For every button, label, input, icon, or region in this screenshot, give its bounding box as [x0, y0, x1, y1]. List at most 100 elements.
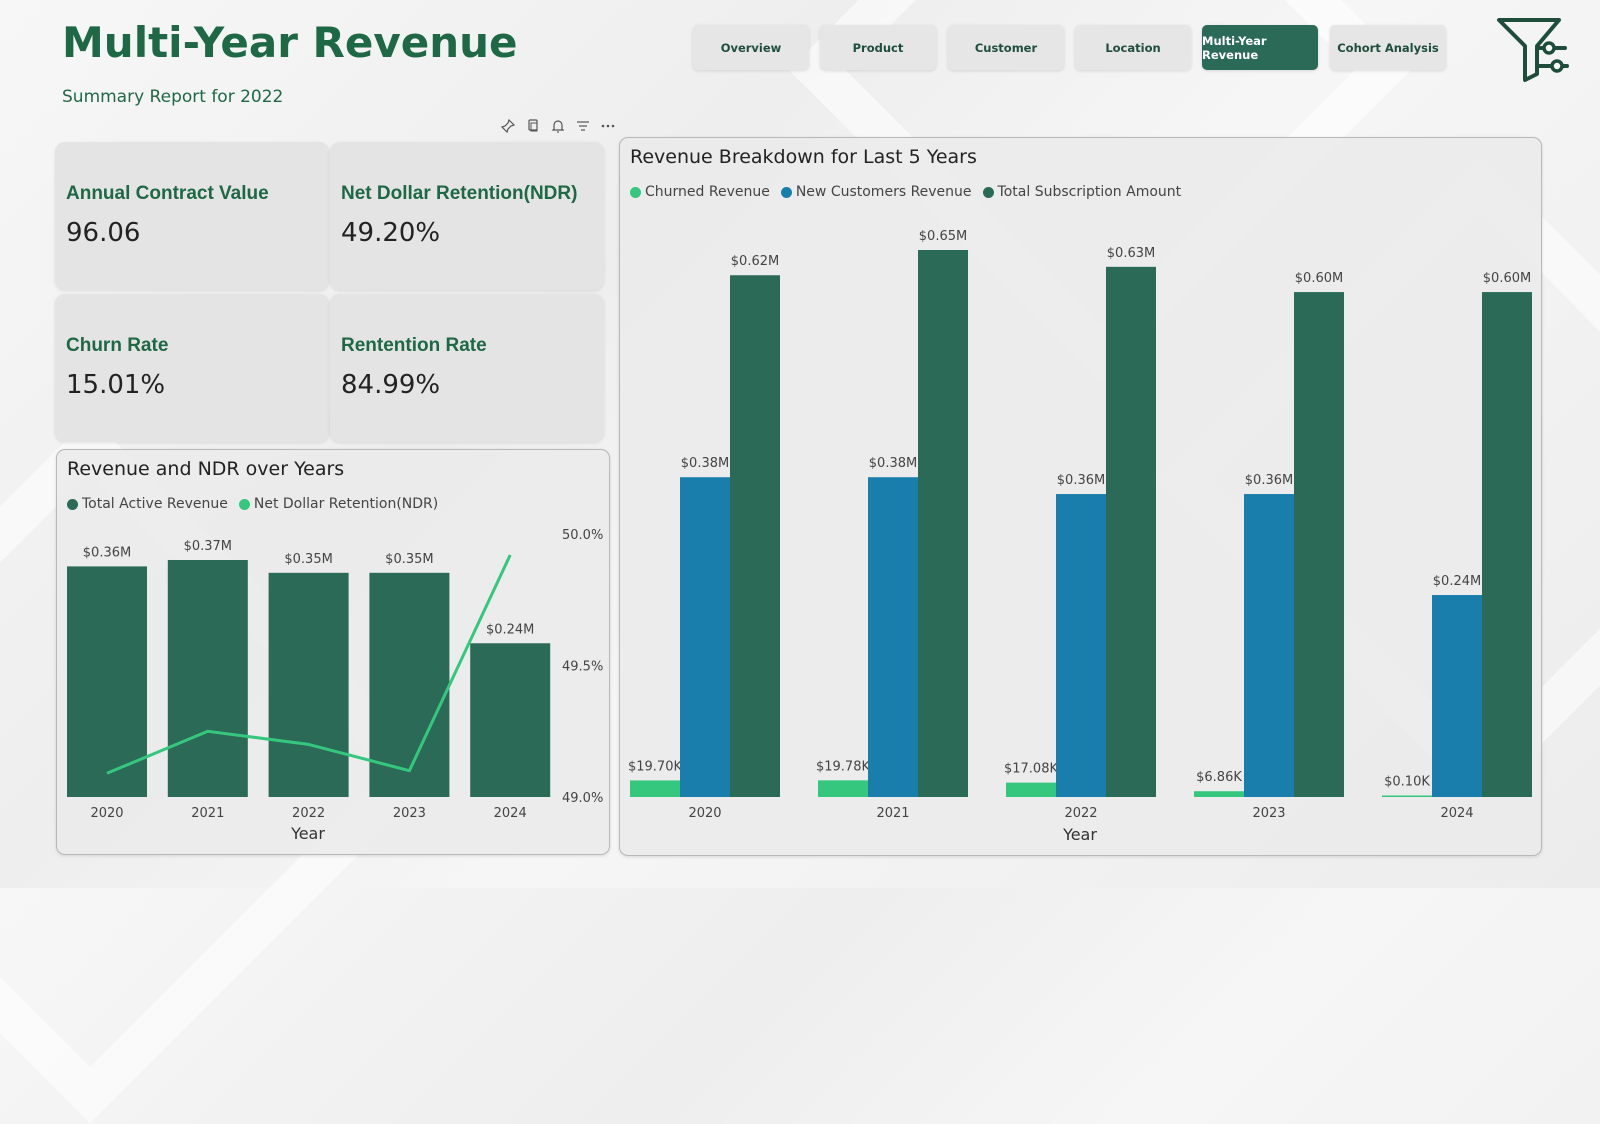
filter-icon[interactable] — [1495, 14, 1571, 84]
legend-dot — [67, 498, 78, 510]
legend-item[interactable]: Churned Revenue — [630, 184, 770, 200]
bar-data-label: $0.36M — [83, 545, 131, 560]
kpi-value: 49.20% — [341, 218, 441, 248]
y2-tick-label: 49.5% — [562, 660, 603, 675]
bar-data-label: $0.65M — [919, 229, 967, 244]
revenue-ndr-chart-panel: Revenue and NDR over Years Total Active … — [56, 449, 610, 855]
bar-data-label: $0.24M — [1433, 574, 1481, 589]
page-subtitle: Summary Report for 2022 — [62, 87, 284, 107]
chart-title: Revenue and NDR over Years — [67, 458, 345, 480]
kpi-label: Rentention Rate — [341, 335, 487, 356]
nav-multi-year-revenue-button[interactable]: Multi-Year Revenue — [1202, 25, 1318, 70]
churned-revenue-bar — [630, 780, 680, 797]
revenue-breakdown-chart: $19.70K $0.38M $0.62M 2020 $19.78K $0.38M $0.6… — [628, 229, 1532, 844]
kpi-value: 15.01% — [66, 370, 166, 400]
total-subscription-bar — [1482, 292, 1532, 797]
bar-data-label: $0.62M — [731, 254, 779, 269]
bar-data-label: $0.63M — [1107, 246, 1155, 261]
bar-data-label: $0.36M — [1057, 473, 1105, 488]
legend-dot — [780, 186, 792, 198]
nav-location-button[interactable]: Location — [1075, 25, 1191, 70]
x-axis-title: Year — [1062, 825, 1097, 844]
x-tick-label: 2021 — [191, 806, 224, 821]
x-tick-label: 2022 — [292, 806, 325, 821]
kpi-label: Churn Rate — [66, 335, 169, 356]
ndr-line — [106, 554, 512, 775]
bar-data-label: $19.78K — [816, 759, 870, 774]
bar-data-label: $0.38M — [869, 456, 917, 471]
bar-data-label: $17.08K — [1004, 762, 1058, 777]
new-customers-revenue-bar — [1244, 494, 1294, 797]
bar-data-label: $0.10K — [1384, 775, 1430, 790]
bar-data-label: $0.35M — [385, 552, 433, 567]
kpi-card-net-dollar-retention: Net Dollar Retention(NDR) 49.20% — [330, 142, 604, 290]
revenue-bar — [167, 560, 248, 797]
kpi-label: Net Dollar Retention(NDR) — [341, 183, 578, 204]
chart-legend: Total Active Revenue Net Dollar Retentio… — [67, 496, 442, 512]
bar-data-label: $0.35M — [284, 552, 332, 567]
legend-label: Total Subscription Amount — [997, 184, 1182, 200]
revenue-ndr-chart: $0.36M 2020 $0.37M 2021 $0.35M 2022 $0.35M 2023… — [67, 528, 603, 843]
bar-data-label: $0.38M — [681, 456, 729, 471]
x-axis-title: Year — [290, 824, 325, 843]
legend-item[interactable]: Total Active Revenue — [67, 496, 228, 512]
kpi-card-retention-rate: Rentention Rate 84.99% — [330, 294, 604, 442]
nav-cohort-analysis-button[interactable]: Cohort Analysis — [1330, 25, 1446, 70]
churned-revenue-bar — [1194, 791, 1244, 797]
x-tick-label: 2024 — [494, 806, 527, 821]
legend-item[interactable]: New Customers Revenue — [780, 184, 972, 200]
nav-customer-button[interactable]: Customer — [948, 25, 1064, 70]
bar-data-label: $0.60M — [1295, 271, 1343, 286]
bar-data-label: $0.24M — [486, 622, 534, 637]
new-customers-revenue-bar — [1056, 494, 1106, 797]
pin-icon[interactable] — [500, 118, 516, 134]
new-customers-revenue-bar — [680, 477, 730, 797]
total-subscription-bar — [1294, 292, 1344, 797]
revenue-bar — [67, 566, 147, 797]
revenue-bar — [369, 572, 450, 797]
x-tick-label: 2022 — [1064, 806, 1097, 821]
nav-product-button[interactable]: Product — [820, 25, 936, 70]
kpi-value: 84.99% — [341, 370, 441, 400]
chart-legend: Churned Revenue New Customers Revenue To… — [630, 184, 1185, 200]
y2-tick-label: 50.0% — [562, 528, 603, 543]
y2-tick-label: 49.0% — [562, 791, 603, 806]
legend-dot — [238, 498, 250, 510]
kpi-card-annual-contract-value: Annual Contract Value 96.06 — [55, 142, 329, 290]
x-tick-label: 2021 — [876, 806, 909, 821]
churned-revenue-bar — [1006, 782, 1056, 797]
new-customers-revenue-bar — [1432, 595, 1482, 797]
copy-icon[interactable] — [525, 118, 541, 134]
legend-label: New Customers Revenue — [795, 184, 972, 200]
x-tick-label: 2020 — [688, 806, 721, 821]
visual-toolbar — [500, 118, 616, 134]
legend-label: Churned Revenue — [645, 184, 770, 200]
new-customers-revenue-bar — [868, 477, 918, 797]
page-title: Multi-Year Revenue — [62, 18, 518, 67]
legend-item[interactable]: Total Subscription Amount — [982, 184, 1182, 200]
revenue-bar — [268, 572, 349, 797]
total-subscription-bar — [1106, 266, 1156, 797]
bar-data-label: $6.86K — [1196, 770, 1242, 785]
bar-data-label: $0.36M — [1245, 473, 1293, 488]
bar-data-label: $0.60M — [1483, 271, 1531, 286]
x-tick-label: 2024 — [1440, 806, 1473, 821]
legend-dot — [982, 186, 994, 198]
kpi-value: 96.06 — [66, 218, 141, 248]
churned-revenue-bar — [818, 780, 868, 797]
total-subscription-bar — [730, 275, 780, 797]
kpi-label: Annual Contract Value — [66, 183, 269, 204]
legend-item[interactable]: Net Dollar Retention(NDR) — [238, 496, 438, 512]
bar-data-label: $19.70K — [628, 759, 682, 774]
filter-lines-icon[interactable] — [575, 118, 591, 134]
nav-overview-button[interactable]: Overview — [693, 25, 809, 70]
legend-label: Total Active Revenue — [82, 496, 228, 512]
more-icon[interactable] — [600, 118, 616, 134]
churned-revenue-bar — [1382, 795, 1432, 797]
x-tick-label: 2020 — [90, 806, 123, 821]
total-subscription-bar — [918, 250, 968, 797]
revenue-bar — [470, 643, 551, 797]
bar-data-label: $0.37M — [184, 539, 232, 554]
bell-icon[interactable] — [550, 118, 566, 134]
kpi-card-churn-rate: Churn Rate 15.01% — [55, 294, 329, 442]
